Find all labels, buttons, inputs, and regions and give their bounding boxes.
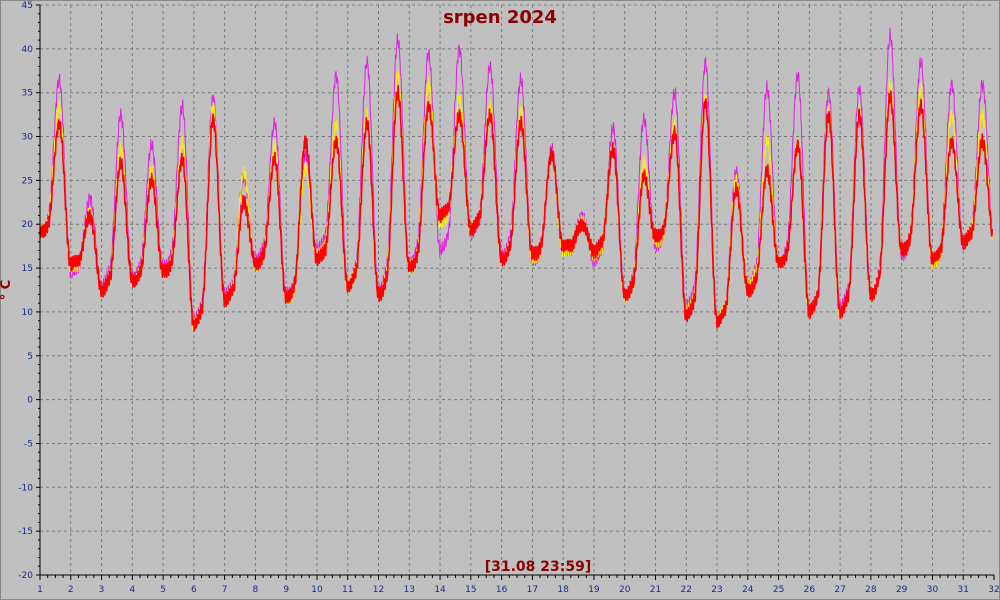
x-tick-label: 30 (927, 585, 939, 595)
x-tick-label: 20 (619, 585, 631, 595)
y-tick-label: -5 (24, 439, 33, 449)
y-tick-label: 20 (22, 220, 34, 230)
x-tick-label: 18 (557, 585, 569, 595)
x-tick-label: 4 (129, 585, 135, 595)
x-tick-label: 7 (222, 585, 228, 595)
y-tick-label: -15 (18, 527, 33, 537)
x-tick-label: 25 (773, 585, 784, 595)
x-tick-label: 17 (527, 585, 538, 595)
y-tick-label: 45 (22, 1, 33, 11)
x-tick-label: 29 (896, 585, 908, 595)
y-tick-label: 10 (22, 308, 34, 318)
y-tick-label: 25 (22, 176, 33, 186)
chart-title: srpen 2024 (443, 7, 557, 28)
y-tick-label: 5 (27, 352, 33, 362)
x-tick-label: 32 (988, 585, 999, 595)
x-tick-label: 9 (283, 585, 289, 595)
y-tick-label: 0 (27, 396, 33, 406)
x-tick-label: 27 (834, 585, 845, 595)
y-tick-label: 40 (22, 45, 34, 55)
x-tick-label: 31 (957, 585, 968, 595)
x-tick-label: 12 (373, 585, 384, 595)
x-tick-label: 2 (68, 585, 74, 595)
series-group (39, 27, 993, 332)
y-axis-label: ° C (0, 280, 14, 301)
x-tick-label: 24 (742, 585, 754, 595)
x-tick-label: 28 (865, 585, 877, 595)
x-tick-label: 13 (404, 585, 415, 595)
y-tick-label: 35 (22, 89, 33, 99)
x-tick-label: 8 (253, 585, 259, 595)
series-line-3 (39, 84, 993, 332)
x-tick-label: 3 (99, 585, 105, 595)
y-tick-label: 30 (22, 133, 34, 143)
x-tick-label: 5 (160, 585, 166, 595)
x-tick-label: 15 (465, 585, 476, 595)
y-tick-label: -10 (18, 483, 33, 493)
x-tick-label: 1 (37, 585, 43, 595)
x-tick-label: 19 (588, 585, 600, 595)
y-tick-label: 15 (22, 264, 33, 274)
x-tick-label: 14 (434, 585, 446, 595)
x-tick-label: 6 (191, 585, 197, 595)
x-tick-label: 23 (711, 585, 722, 595)
x-tick-label: 10 (311, 585, 323, 595)
x-tick-label: 22 (681, 585, 692, 595)
x-tick-label: 11 (342, 585, 353, 595)
x-tick-label: 16 (496, 585, 508, 595)
x-tick-label: 26 (804, 585, 816, 595)
x-tick-label: 21 (650, 585, 661, 595)
y-tick-label: -20 (18, 571, 33, 581)
timestamp-label: [31.08 23:59] (485, 559, 592, 575)
